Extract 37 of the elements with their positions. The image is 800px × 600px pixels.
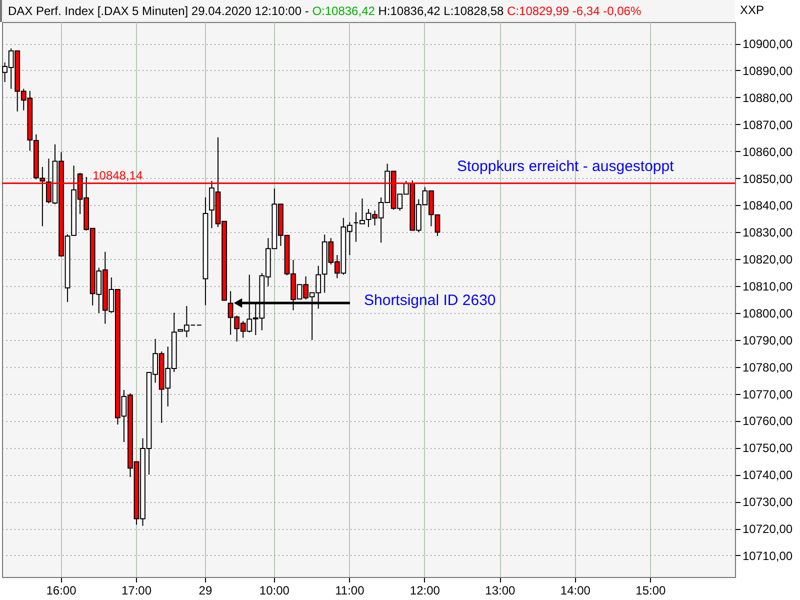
x-tick-label: 14:00 bbox=[560, 584, 591, 598]
x-tick-label: 11:00 bbox=[335, 584, 365, 598]
x-tick-label: 29 bbox=[198, 584, 212, 598]
y-tick-label: 10760,00 bbox=[742, 414, 793, 428]
x-tick-label: 17:00 bbox=[121, 584, 152, 598]
y-tick-label: 10820,00 bbox=[742, 252, 793, 267]
y-tick-label: 10790,00 bbox=[742, 333, 793, 348]
text: H:10836,42 L:10828,58 bbox=[377, 4, 504, 18]
y-tick-label: 10710,00 bbox=[742, 548, 793, 563]
x-tick-label: 13:00 bbox=[485, 584, 516, 598]
y-tick-label: 10840,00 bbox=[742, 198, 793, 213]
y-tick-label: 10810,00 bbox=[742, 280, 793, 294]
y-tick-label: 10780,00 bbox=[742, 360, 793, 374]
y-tick-label: 10720,00 bbox=[742, 522, 793, 536]
y-tick-label: 10870,00 bbox=[742, 118, 793, 132]
y-tick-label: 10880,00 bbox=[742, 90, 793, 105]
y-tick-label: 10800,00 bbox=[742, 306, 793, 320]
y-tick-label: 10890,00 bbox=[742, 64, 793, 78]
x-tick-label: 15:00 bbox=[636, 584, 666, 598]
y-tick-label: 10750,00 bbox=[742, 441, 793, 456]
chart-title: DAX Perf. Index [.DAX 5 Minuten] 29.04.2020 12:10:00 - bbox=[8, 4, 309, 18]
annotation: Shortsignal ID 2630 bbox=[364, 292, 496, 309]
ref-line-label: 10848,14 bbox=[92, 168, 143, 182]
x-tick-label: 10:00 bbox=[259, 584, 290, 598]
x-tick-label: 16:00 bbox=[46, 584, 77, 598]
y-tick-label: 10850,00 bbox=[742, 172, 793, 186]
y-tick-label: 10730,00 bbox=[742, 495, 793, 510]
y-tick-label: 10770,00 bbox=[742, 387, 793, 402]
annotation: Stoppkurs erreicht - ausgestoppt bbox=[457, 158, 675, 175]
y-tick-label: 10740,00 bbox=[742, 468, 793, 482]
y-axis-title: XXP bbox=[740, 3, 764, 17]
text: C:10829,99 -6,34 -0,06% bbox=[506, 4, 642, 18]
y-tick-label: 10830,00 bbox=[742, 226, 793, 240]
y-tick-label: 10900,00 bbox=[742, 37, 793, 52]
text: O:10836,42 bbox=[311, 4, 375, 18]
x-tick-label: 12:00 bbox=[410, 584, 440, 598]
y-tick-label: 10860,00 bbox=[742, 144, 793, 159]
